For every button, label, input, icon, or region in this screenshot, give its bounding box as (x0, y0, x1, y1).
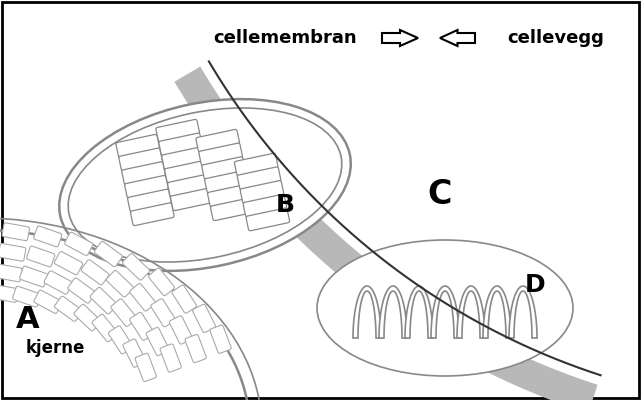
FancyBboxPatch shape (27, 246, 55, 267)
FancyBboxPatch shape (159, 133, 203, 156)
FancyBboxPatch shape (131, 203, 174, 226)
FancyBboxPatch shape (111, 299, 137, 326)
FancyBboxPatch shape (94, 242, 122, 267)
FancyBboxPatch shape (165, 160, 208, 183)
FancyBboxPatch shape (204, 170, 248, 193)
Ellipse shape (317, 240, 573, 376)
Text: D: D (525, 273, 545, 297)
FancyBboxPatch shape (185, 334, 206, 363)
Ellipse shape (68, 108, 342, 262)
Polygon shape (483, 286, 511, 338)
FancyBboxPatch shape (149, 268, 174, 296)
FancyBboxPatch shape (246, 208, 290, 231)
FancyBboxPatch shape (199, 143, 242, 166)
FancyBboxPatch shape (169, 316, 192, 344)
Polygon shape (431, 286, 459, 338)
FancyBboxPatch shape (90, 287, 117, 314)
FancyBboxPatch shape (208, 184, 251, 207)
Text: kjerne: kjerne (25, 339, 85, 357)
Polygon shape (457, 286, 485, 338)
FancyBboxPatch shape (172, 285, 197, 313)
FancyBboxPatch shape (210, 325, 231, 353)
FancyBboxPatch shape (0, 264, 22, 282)
Polygon shape (174, 66, 597, 400)
Polygon shape (440, 30, 475, 46)
FancyBboxPatch shape (122, 162, 165, 184)
Polygon shape (382, 30, 418, 46)
Polygon shape (353, 286, 381, 338)
FancyBboxPatch shape (237, 167, 281, 190)
FancyBboxPatch shape (123, 339, 146, 367)
Text: cellevegg: cellevegg (508, 29, 604, 47)
Polygon shape (509, 286, 537, 338)
Polygon shape (379, 286, 407, 338)
FancyBboxPatch shape (44, 271, 72, 294)
FancyBboxPatch shape (2, 223, 29, 241)
FancyBboxPatch shape (122, 254, 149, 280)
FancyBboxPatch shape (146, 327, 169, 356)
FancyBboxPatch shape (116, 134, 160, 157)
FancyBboxPatch shape (13, 286, 41, 307)
FancyBboxPatch shape (92, 314, 118, 342)
FancyBboxPatch shape (0, 284, 19, 302)
FancyBboxPatch shape (167, 174, 211, 197)
Text: A: A (16, 306, 40, 334)
Polygon shape (405, 286, 433, 338)
FancyBboxPatch shape (68, 278, 96, 303)
FancyBboxPatch shape (243, 194, 287, 217)
FancyBboxPatch shape (135, 353, 156, 382)
FancyBboxPatch shape (119, 148, 162, 171)
FancyBboxPatch shape (54, 296, 83, 322)
Text: B: B (276, 193, 294, 217)
FancyBboxPatch shape (171, 188, 214, 210)
FancyBboxPatch shape (0, 244, 26, 261)
FancyBboxPatch shape (196, 130, 240, 152)
FancyBboxPatch shape (240, 181, 284, 203)
Ellipse shape (59, 99, 351, 271)
FancyBboxPatch shape (34, 290, 62, 314)
FancyBboxPatch shape (235, 153, 278, 176)
FancyBboxPatch shape (125, 176, 168, 198)
FancyBboxPatch shape (129, 284, 156, 311)
FancyBboxPatch shape (54, 252, 83, 275)
FancyBboxPatch shape (151, 299, 176, 327)
FancyBboxPatch shape (162, 147, 205, 170)
FancyBboxPatch shape (210, 198, 254, 220)
FancyBboxPatch shape (108, 326, 133, 354)
FancyBboxPatch shape (20, 266, 48, 287)
FancyBboxPatch shape (81, 260, 109, 285)
FancyBboxPatch shape (34, 226, 62, 247)
FancyBboxPatch shape (129, 312, 154, 340)
FancyBboxPatch shape (74, 304, 101, 331)
FancyBboxPatch shape (106, 270, 133, 297)
FancyBboxPatch shape (156, 120, 199, 142)
Text: cellemembran: cellemembran (213, 29, 357, 47)
FancyBboxPatch shape (202, 157, 246, 180)
FancyBboxPatch shape (128, 189, 171, 212)
Text: C: C (428, 178, 453, 212)
FancyBboxPatch shape (192, 304, 215, 332)
FancyBboxPatch shape (65, 232, 93, 256)
FancyBboxPatch shape (160, 344, 181, 372)
Ellipse shape (325, 248, 565, 368)
